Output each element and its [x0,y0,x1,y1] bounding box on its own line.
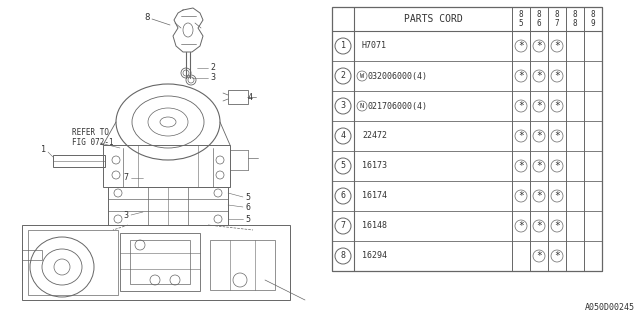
Text: H7071: H7071 [362,42,387,51]
Bar [108,187,228,225]
Bar [103,145,230,187]
Text: *: * [554,161,560,171]
Text: 16173: 16173 [362,162,387,171]
Text: 6: 6 [340,191,346,201]
Text: 7: 7 [340,221,346,230]
Text: *: * [554,71,560,81]
Text: *: * [518,71,524,81]
Text: *: * [554,221,560,231]
Text: *: * [554,251,560,261]
Text: *: * [518,41,524,51]
Text: *: * [518,161,524,171]
Text: *: * [536,131,542,141]
Text: *: * [536,71,542,81]
Text: 8: 8 [144,13,150,22]
Text: 1: 1 [40,146,45,155]
Bar [53,155,105,167]
Text: 8
6: 8 6 [537,10,541,28]
Text: 3: 3 [340,101,346,110]
Text: *: * [518,131,524,141]
Text: *: * [518,101,524,111]
Text: A050D00245: A050D00245 [585,303,635,312]
Text: *: * [536,221,542,231]
Text: 2: 2 [211,63,216,73]
Text: *: * [536,41,542,51]
Text: 2: 2 [340,71,346,81]
Text: *: * [536,161,542,171]
Text: *: * [536,101,542,111]
Text: *: * [554,101,560,111]
Text: *: * [518,191,524,201]
Text: 8
7: 8 7 [555,10,559,28]
Text: 8
8: 8 8 [573,10,577,28]
Bar [22,225,290,300]
Text: 7: 7 [124,173,129,182]
Bar [28,230,118,295]
Text: 6: 6 [246,203,250,212]
Text: *: * [554,131,560,141]
Text: REFER TO
FIG 072-1: REFER TO FIG 072-1 [72,128,114,148]
Text: *: * [554,41,560,51]
Text: 5: 5 [246,193,250,202]
Bar [130,240,190,284]
Text: 032006000(4): 032006000(4) [368,71,428,81]
Text: 4: 4 [248,92,253,101]
Text: 8
9: 8 9 [591,10,595,28]
Bar [332,7,602,271]
Text: W: W [360,73,364,79]
Text: *: * [536,251,542,261]
Text: *: * [518,221,524,231]
Text: *: * [536,191,542,201]
Text: 8: 8 [340,252,346,260]
Text: 16174: 16174 [362,191,387,201]
Bar [210,240,275,290]
Text: 16148: 16148 [362,221,387,230]
Text: *: * [554,191,560,201]
Text: 5: 5 [246,214,250,223]
Text: 8
5: 8 5 [518,10,524,28]
Text: 3: 3 [211,74,216,83]
Text: PARTS CORD: PARTS CORD [404,14,462,24]
Text: 3: 3 [124,211,129,220]
Text: 16294: 16294 [362,252,387,260]
Text: 021706000(4): 021706000(4) [368,101,428,110]
Bar [120,233,200,291]
Bar [228,90,248,104]
Text: 4: 4 [340,132,346,140]
Bar [22,250,42,260]
Text: 5: 5 [340,162,346,171]
Text: N: N [360,103,364,109]
Text: 1: 1 [340,42,346,51]
Text: 22472: 22472 [362,132,387,140]
